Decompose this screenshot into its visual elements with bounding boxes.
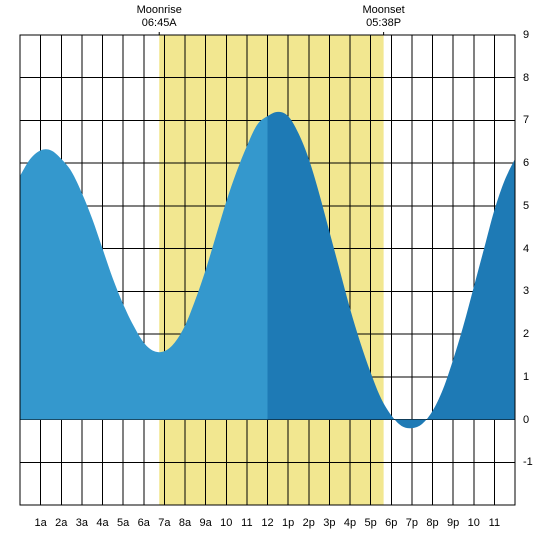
moonset-annotation-time: 05:38P <box>354 17 414 30</box>
x-tick-label: 4a <box>96 517 108 529</box>
x-tick-label: 1a <box>35 517 47 529</box>
x-tick-label: 9p <box>447 517 459 529</box>
x-tick-label: 10 <box>468 517 480 529</box>
x-tick-label: 7p <box>406 517 418 529</box>
x-tick-label: 5a <box>117 517 129 529</box>
y-tick-label: -1 <box>523 456 533 468</box>
x-tick-label: 2a <box>55 517 67 529</box>
x-tick-label: 2p <box>303 517 315 529</box>
y-tick-label: 7 <box>523 114 529 126</box>
x-tick-label: 6a <box>138 517 150 529</box>
x-tick-label: 6p <box>385 517 397 529</box>
moonset-annotation: Moonset05:38P <box>354 4 414 30</box>
x-tick-label: 11 <box>241 517 252 529</box>
x-tick-label: 5p <box>365 517 377 529</box>
moonrise-annotation-time: 06:45A <box>129 17 189 30</box>
x-tick-label: 3p <box>323 517 335 529</box>
y-tick-label: 3 <box>523 285 529 297</box>
x-tick-label: 3a <box>76 517 88 529</box>
x-tick-label: 12 <box>261 517 273 529</box>
x-tick-label: 4p <box>344 517 356 529</box>
tide-chart: -101234567891a2a3a4a5a6a7a8a9a1011121p2p… <box>0 0 550 550</box>
y-tick-label: 4 <box>523 243 529 255</box>
y-tick-label: 8 <box>523 72 529 84</box>
x-tick-label: 8a <box>179 517 191 529</box>
y-tick-label: 0 <box>523 414 529 426</box>
moonrise-annotation: Moonrise06:45A <box>129 4 189 30</box>
y-tick-label: 2 <box>523 328 529 340</box>
y-tick-label: 1 <box>523 371 529 383</box>
y-tick-label: 6 <box>523 157 529 169</box>
y-tick-label: 9 <box>523 29 529 41</box>
chart-svg <box>0 0 550 550</box>
y-tick-label: 5 <box>523 200 529 212</box>
x-tick-label: 10 <box>220 517 232 529</box>
x-tick-label: 11 <box>489 517 500 529</box>
x-tick-label: 8p <box>426 517 438 529</box>
x-tick-label: 1p <box>282 517 294 529</box>
x-tick-label: 9a <box>200 517 212 529</box>
moonset-annotation-title: Moonset <box>354 4 414 17</box>
moonrise-annotation-title: Moonrise <box>129 4 189 17</box>
x-tick-label: 7a <box>158 517 170 529</box>
